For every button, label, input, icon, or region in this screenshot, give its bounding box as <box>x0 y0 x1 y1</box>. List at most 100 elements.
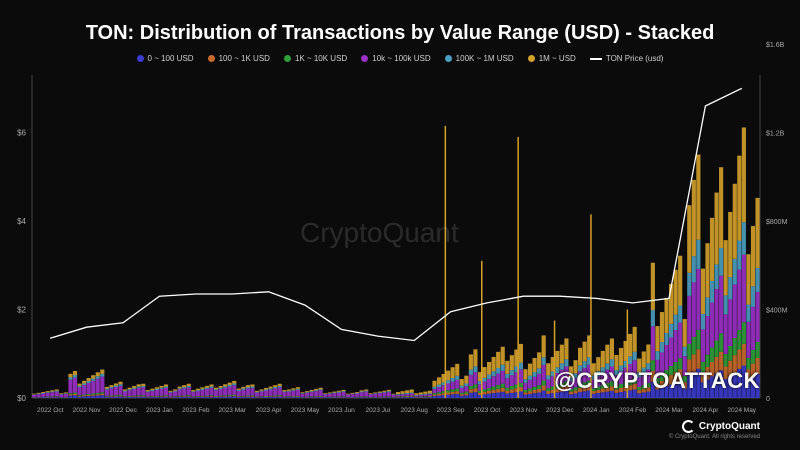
stacked-bar-segment <box>614 375 619 386</box>
stacked-bar-segment <box>732 284 737 339</box>
stacked-bar-segment <box>204 385 210 388</box>
stacked-bar-segment <box>168 392 173 397</box>
stacked-bar-segment <box>455 388 460 392</box>
stacked-bar-segment <box>609 338 614 360</box>
stacked-bar-segment <box>127 387 132 390</box>
stacked-bar-segment <box>113 395 119 396</box>
legend-item[interactable]: 100K ~ 1M USD <box>444 54 514 63</box>
stacked-bar-segment <box>132 396 137 397</box>
stacked-bar-segment <box>687 272 692 296</box>
stacked-bar-segment <box>254 397 260 398</box>
stacked-bar-segment <box>214 390 219 396</box>
stacked-bar-segment <box>609 390 614 398</box>
legend-item[interactable]: 100 ~ 1K USD <box>207 54 270 63</box>
stacked-bar-segment <box>32 393 37 395</box>
stacked-bar-segment <box>414 393 419 395</box>
stacked-bar-segment <box>532 386 537 390</box>
stacked-bar-segment <box>600 367 605 374</box>
stacked-bar-segment <box>273 396 278 398</box>
stacked-bar-segment <box>523 389 528 393</box>
stacked-bar-segment <box>514 388 519 393</box>
stacked-bar-segment <box>468 354 473 370</box>
stacked-bar-segment <box>368 394 373 398</box>
legend-item[interactable]: 1K ~ 10K USD <box>283 54 347 63</box>
stacked-bar-segment <box>154 387 159 389</box>
stacked-bar-segment <box>464 391 469 394</box>
stacked-bar-segment <box>441 391 446 394</box>
stacked-bar-segment <box>77 395 82 396</box>
stacked-bar-segment <box>477 392 483 395</box>
stacked-bar-segment <box>396 394 401 397</box>
stacked-bar-segment <box>477 390 483 393</box>
stacked-bar-segment <box>582 382 587 387</box>
stacked-bar-segment <box>696 268 701 330</box>
stacked-bar-segment <box>295 396 301 398</box>
stacked-bar-segment <box>163 396 169 398</box>
stacked-bar-segment <box>227 382 232 385</box>
stacked-bar-segment <box>446 383 451 391</box>
stacked-bar-segment <box>714 289 719 341</box>
stacked-bar-segment <box>468 385 473 390</box>
stacked-bar-segment <box>132 387 137 389</box>
stacked-bar-segment <box>350 394 355 397</box>
brand-logo: CryptoQuant <box>681 420 760 433</box>
stacked-bar-segment <box>719 333 724 352</box>
stacked-bar-segment <box>200 388 205 390</box>
stacked-bar-segment <box>186 396 191 398</box>
stacked-bar-segment <box>241 386 246 389</box>
stacked-bar-segment <box>309 397 314 398</box>
stacked-bar-segment <box>564 359 569 367</box>
stacked-bar-segment <box>136 386 141 388</box>
stacked-bar-segment <box>618 387 624 392</box>
stacked-bar-segment <box>473 392 478 398</box>
stacked-bar-segment <box>700 313 705 330</box>
stacked-bar-segment <box>95 394 100 396</box>
stacked-bar-segment <box>113 396 119 398</box>
stacked-bar-segment <box>382 397 387 398</box>
stacked-bar-segment <box>746 357 751 370</box>
stacked-bar-segment <box>241 388 246 390</box>
legend-item[interactable]: TON Price (usd) <box>589 54 663 63</box>
stacked-bar-segment <box>505 360 510 374</box>
stacked-bar-segment <box>177 396 182 398</box>
stacked-bar-segment <box>664 369 669 378</box>
stacked-bar-segment <box>546 375 551 380</box>
overlay-handle: @CRYPTOATTACK <box>554 368 760 393</box>
stacked-bar-segment <box>232 385 237 395</box>
legend-item[interactable]: 10k ~ 100k USD <box>361 54 431 63</box>
stacked-bar-segment <box>719 351 724 371</box>
stacked-bar-segment <box>632 326 637 352</box>
stacked-bar-segment <box>505 387 510 391</box>
stacked-bar-segment <box>227 394 232 396</box>
stacked-bar-segment <box>687 295 692 345</box>
stacked-bar-segment <box>550 389 555 394</box>
stacked-bar-segment <box>546 379 551 389</box>
stacked-bar-segment <box>268 396 273 397</box>
stacked-bar-segment <box>300 393 305 394</box>
y-left-tick-label: $0 <box>17 394 26 403</box>
stacked-bar-segment <box>195 388 200 391</box>
stacked-bar-segment <box>396 397 401 398</box>
stacked-bar-segment <box>669 283 674 324</box>
stacked-bar-segment <box>450 389 455 392</box>
stacked-bar-segment <box>578 383 583 388</box>
stacked-bar-segment <box>550 371 555 377</box>
stacked-bar-segment <box>523 369 528 380</box>
stacked-bar-segment <box>245 385 250 388</box>
stacked-bar-segment <box>327 392 332 394</box>
legend-item[interactable]: 0 ~ 100 USD <box>136 54 194 63</box>
stacked-bar-segment <box>737 240 742 270</box>
stacked-bar-segment <box>318 396 323 397</box>
stacked-bar-segment <box>518 391 523 398</box>
stacked-bar-segment <box>573 387 578 391</box>
stacked-bar-segment <box>641 388 646 393</box>
stacked-bar-segment <box>104 395 109 397</box>
stacked-bar-segment <box>514 384 519 389</box>
legend-item[interactable]: 1M ~ USD <box>527 54 576 63</box>
stacked-bar-segment <box>223 395 228 397</box>
stacked-bar-segment <box>523 379 528 383</box>
stacked-bar-segment <box>377 392 382 394</box>
stacked-bar-segment <box>673 330 678 363</box>
spike-bar <box>517 136 519 399</box>
stacked-bar-segment <box>550 376 555 387</box>
